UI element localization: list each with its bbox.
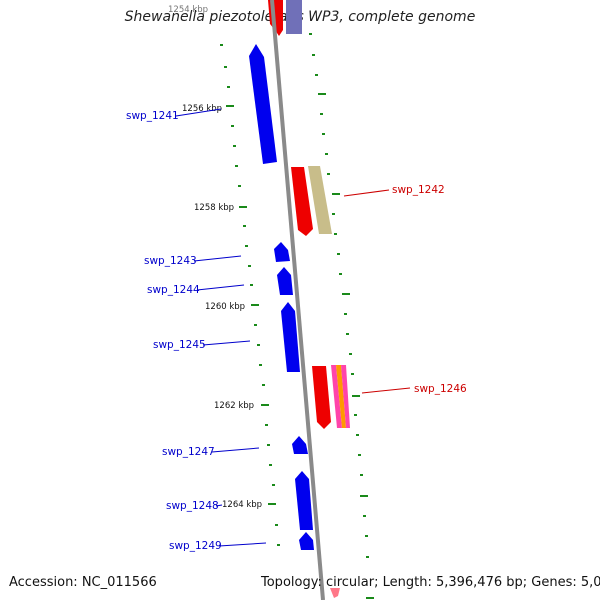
gene-swp_1248-arrow[interactable] (295, 471, 313, 530)
kbp-label-1264: 1264 kbp (222, 500, 262, 510)
accession-label: Accession: NC_011566 (9, 575, 157, 590)
plus-strand-genes (291, 166, 350, 598)
leader-swp_1247 (211, 447, 260, 453)
leader-swp_1249 (218, 542, 267, 547)
label-swp_1244[interactable]: swp_1244 (147, 284, 200, 296)
right-tick-track (309, 33, 374, 599)
leader-swp_1245 (202, 340, 251, 346)
label-swp_1247[interactable]: swp_1247 (162, 446, 215, 458)
gene-swp_1249-arrow[interactable] (299, 532, 314, 550)
leader-swp_1248 (215, 504, 223, 507)
gene-labels: swp_1241 swp_1242 swp_1243 swp_1244 swp_… (126, 108, 467, 552)
bottom-partial-feature[interactable] (330, 588, 340, 598)
gene-swp_1247-arrow[interactable] (292, 436, 308, 454)
kbp-label-1258: 1258 kbp (194, 203, 234, 213)
feature-swp_1246-magenta[interactable] (331, 365, 342, 428)
kbp-labels: 1254 kbp 1256 kbp 1258 kbp 1260 kbp 1262… (168, 5, 262, 510)
genome-summary: Topology: circular; Length: 5,396,476 bp… (261, 575, 600, 590)
minus-strand-genes (249, 44, 314, 550)
label-swp_1241[interactable]: swp_1241 (126, 110, 179, 122)
feature-swp_1246-magenta-2[interactable] (341, 365, 350, 428)
feature-swp_1242-khaki[interactable] (308, 166, 332, 234)
label-swp_1245[interactable]: swp_1245 (153, 339, 206, 351)
leader-swp_1246 (361, 387, 411, 394)
kbp-label-1262: 1262 kbp (214, 401, 254, 411)
kbp-label-1256: 1256 kbp (182, 104, 222, 114)
gene-swp_1243-arrow[interactable] (274, 242, 290, 262)
leader-swp_1244 (196, 284, 245, 291)
gene-swp_1245-arrow[interactable] (281, 302, 300, 372)
left-tick-track (220, 44, 280, 546)
label-swp_1248[interactable]: swp_1248 (166, 500, 219, 512)
leader-swp_1242 (343, 189, 390, 197)
gene-swp_1244-arrow[interactable] (277, 267, 293, 295)
label-swp_1242[interactable]: swp_1242 (392, 184, 445, 196)
leader-swp_1241 (175, 108, 222, 117)
genome-backbone (270, 0, 325, 600)
top-lavender-feature[interactable] (286, 0, 302, 34)
feature-swp_1246-orange[interactable] (336, 365, 346, 428)
gene-swp_1241-arrow[interactable] (249, 44, 277, 164)
label-swp_1243[interactable]: swp_1243 (144, 255, 197, 267)
gene-swp_1242-arrow[interactable] (291, 167, 313, 236)
kbp-label-1254: 1254 kbp (168, 5, 208, 15)
gene-swp_1246-arrow[interactable] (312, 366, 331, 429)
label-swp_1249[interactable]: swp_1249 (169, 540, 222, 552)
kbp-label-1260: 1260 kbp (205, 302, 245, 312)
leader-swp_1243 (193, 255, 242, 262)
label-swp_1246[interactable]: swp_1246 (414, 383, 467, 395)
